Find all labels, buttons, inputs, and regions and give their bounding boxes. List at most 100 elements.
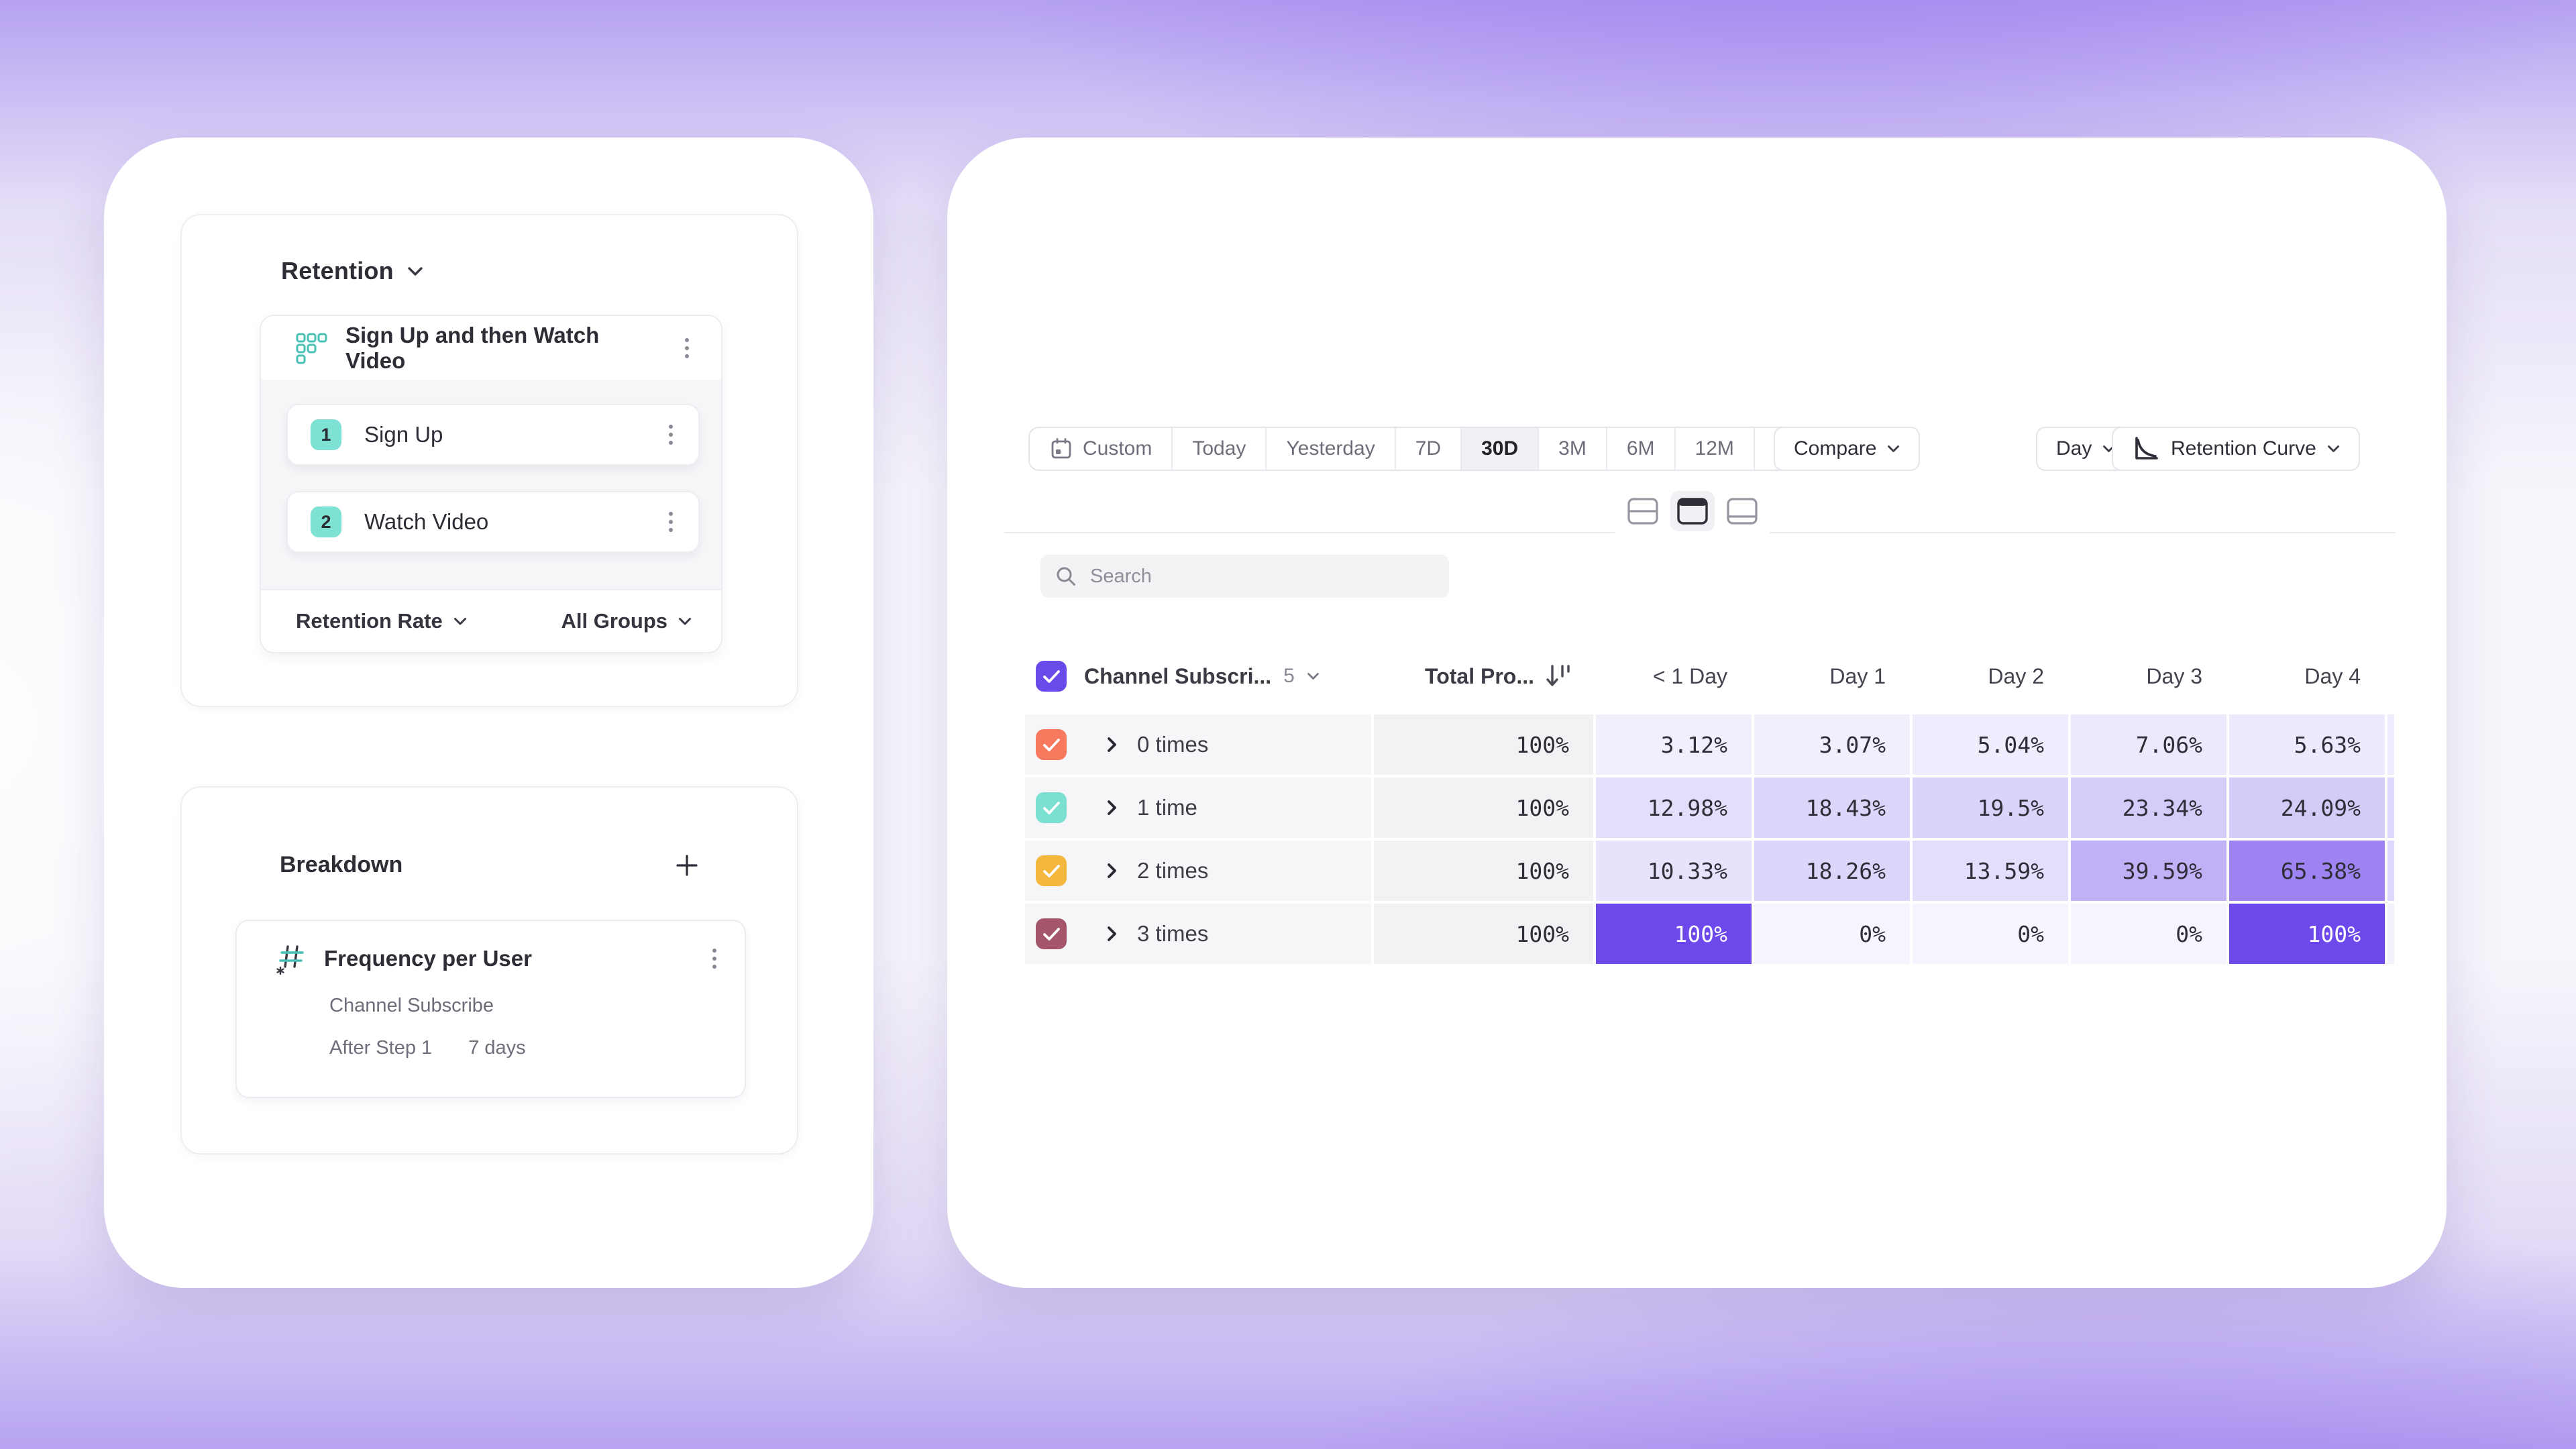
date-range-yesterday[interactable]: Yesterday (1267, 428, 1396, 470)
granularity-label: Day (2056, 437, 2092, 460)
search-input[interactable] (1090, 565, 1434, 588)
check-icon (1042, 864, 1060, 877)
day-column-header[interactable]: Day 4 (2304, 663, 2361, 688)
expand-row-icon[interactable] (1107, 737, 1117, 753)
layout-chart-view-button[interactable] (1720, 491, 1764, 531)
retention-value-cell[interactable]: 18.26% (1754, 841, 1910, 901)
funnel-title: Sign Up and then Watch Video (345, 322, 600, 373)
step-label: Sign Up (364, 422, 443, 447)
row-checkbox[interactable] (1036, 729, 1067, 760)
date-range-custom[interactable]: Custom (1030, 428, 1173, 470)
retention-value-cell[interactable]: 0% (1754, 904, 1910, 964)
date-range-30d[interactable]: 30D (1462, 428, 1540, 470)
total-column-header[interactable]: Total Pro... (1374, 651, 1593, 701)
funnel-footer: Retention Rate All Groups (261, 589, 721, 652)
groups-dropdown[interactable]: All Groups (561, 609, 692, 633)
retention-value-cell[interactable]: 5.04% (1913, 714, 2068, 775)
retention-curve-icon (2135, 437, 2158, 460)
funnel-header: Sign Up and then Watch Video (261, 316, 721, 380)
retention-value-cell[interactable]: 19.5% (1913, 777, 2068, 838)
funnel-step-card[interactable]: 2 Watch Video (286, 491, 700, 553)
retention-value-cell[interactable]: 7.06% (2071, 714, 2226, 775)
date-range-control: CustomTodayYesterday7D30D3M6M12MXTD (1028, 427, 1858, 471)
total-cell: 100% (1374, 714, 1593, 775)
table-row-label-cell[interactable]: 1 time (1025, 777, 1371, 838)
retention-value-cell[interactable]: 13.59% (1913, 841, 2068, 901)
date-range-12m[interactable]: 12M (1676, 428, 1755, 470)
retention-value-cell[interactable]: 12.98% (1596, 777, 1752, 838)
day-column-header[interactable]: Day 2 (1988, 663, 2044, 688)
total-cell: 100% (1374, 841, 1593, 901)
funnel-step-card[interactable]: 1 Sign Up (286, 404, 700, 466)
retention-value-cell[interactable]: 5.63% (2229, 714, 2385, 775)
date-range-7d[interactable]: 7D (1396, 428, 1462, 470)
date-range-3m[interactable]: 3M (1539, 428, 1607, 470)
retention-value-cell[interactable]: 3.07% (1754, 714, 1910, 775)
row-checkbox[interactable] (1036, 855, 1067, 886)
metric-dropdown[interactable]: Retention Rate (296, 609, 467, 633)
breakdown-window[interactable]: 7 days (468, 1037, 526, 1059)
table-row-label-cell[interactable]: 2 times (1025, 841, 1371, 901)
clipped-value-cell (2387, 904, 2394, 964)
sort-descending-icon[interactable] (1545, 663, 1573, 689)
layout-split-view-button[interactable] (1621, 491, 1665, 531)
layout-table-view-button[interactable] (1670, 491, 1715, 531)
date-range-today[interactable]: Today (1173, 428, 1267, 470)
retention-value-cell[interactable]: 0% (2071, 904, 2226, 964)
expand-row-icon[interactable] (1107, 863, 1117, 879)
breakdown-item-title: Frequency per User (324, 946, 532, 971)
breakdown-column-header[interactable]: Channel Subscri... 5 (1025, 651, 1371, 701)
compare-button[interactable]: Compare (1774, 427, 1921, 471)
day-column-header[interactable]: Day 3 (2146, 663, 2202, 688)
chevron-down-icon (1888, 445, 1900, 452)
date-range-label: 7D (1415, 437, 1442, 460)
retention-value-cell[interactable]: 100% (1596, 904, 1752, 964)
check-icon (1042, 801, 1060, 814)
row-label: 0 times (1137, 732, 1209, 757)
groups-dropdown-label: All Groups (561, 609, 667, 633)
retention-value-cell[interactable]: 3.12% (1596, 714, 1752, 775)
retention-value-cell[interactable]: 18.43% (1754, 777, 1910, 838)
row-checkbox[interactable] (1036, 918, 1067, 949)
expand-row-icon[interactable] (1107, 800, 1117, 816)
query-builder-panel: Retention Sign Up a (104, 138, 873, 1288)
step-kebab-menu-icon[interactable] (663, 419, 678, 450)
date-range-6m[interactable]: 6M (1607, 428, 1676, 470)
breakdown-column-label: Channel Subscri... (1084, 663, 1272, 688)
retention-value-cell[interactable]: 100% (2229, 904, 2385, 964)
report-type-row[interactable]: Retention (182, 215, 797, 285)
retention-value-cell[interactable]: 24.09% (2229, 777, 2385, 838)
breakdown-kebab-menu-icon[interactable] (707, 943, 722, 974)
calendar-icon (1051, 438, 1071, 459)
table-row-label-cell[interactable]: 3 times (1025, 904, 1371, 964)
retention-value-cell[interactable]: 10.33% (1596, 841, 1752, 901)
table-row-label-cell[interactable]: 0 times (1025, 714, 1371, 775)
funnel-kebab-menu-icon[interactable] (680, 333, 694, 364)
step-number-badge: 2 (311, 506, 341, 537)
chevron-down-icon (1307, 673, 1319, 680)
row-label: 2 times (1137, 858, 1209, 883)
retention-value-cell[interactable]: 65.38% (2229, 841, 2385, 901)
clipped-value-cell (2387, 714, 2394, 775)
retention-value-cell[interactable]: 23.34% (2071, 777, 2226, 838)
day-column-header[interactable]: Day 1 (1829, 663, 1886, 688)
day-column-header[interactable]: < 1 Day (1652, 663, 1727, 688)
date-range-label: Custom (1083, 437, 1152, 460)
breakdown-after-step[interactable]: After Step 1 (329, 1037, 433, 1059)
step-kebab-menu-icon[interactable] (663, 506, 678, 537)
expand-row-icon[interactable] (1107, 926, 1117, 942)
retention-value-cell[interactable]: 0% (1913, 904, 2068, 964)
select-all-checkbox[interactable] (1036, 661, 1067, 692)
add-breakdown-icon[interactable] (675, 853, 699, 877)
chevron-down-icon (408, 266, 423, 276)
funnel-grid-icon (296, 333, 327, 364)
retention-table: Channel Subscri... 5 Total Pro... < 1 Day Da… (1025, 651, 2394, 964)
total-cell: 100% (1374, 777, 1593, 838)
chart-type-button[interactable]: Retention Curve (2112, 427, 2360, 471)
retention-value-cell[interactable]: 39.59% (2071, 841, 2226, 901)
breakdown-panel: Breakdown Fre (180, 786, 798, 1155)
row-checkbox[interactable] (1036, 792, 1067, 823)
chevron-down-icon (2327, 445, 2339, 452)
clipped-value-cell (2387, 841, 2394, 901)
report-type-title: Retention (281, 257, 394, 284)
